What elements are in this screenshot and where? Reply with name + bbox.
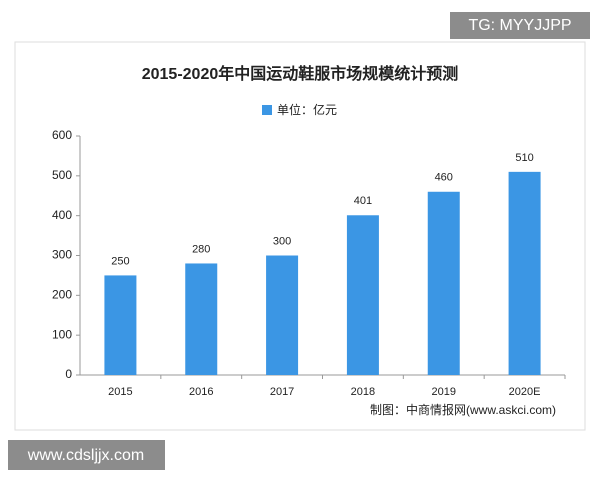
bar [427,191,460,375]
value-label: 300 [273,235,291,247]
y-tick-label: 0 [65,367,72,381]
x-tick-label: 2020E [509,386,541,398]
chart-frame [14,41,586,431]
x-tick-label: 2016 [189,386,213,398]
y-tick-label: 200 [52,288,72,302]
bar [104,275,137,375]
chart-title: 2015-2020年中国运动鞋服市场规模统计预测 [142,64,459,83]
bar [508,171,541,375]
x-tick-label: 2015 [108,386,132,398]
x-tick-label: 2019 [432,386,456,398]
value-label: 401 [354,195,372,207]
overlay-text: TG: MYYJJPP [468,17,571,34]
legend-label: 单位：亿元 [277,102,337,117]
value-label: 280 [192,243,210,255]
bar [346,215,379,375]
overlay-box [450,12,590,39]
value-label: 460 [435,172,453,184]
y-tick-label: 300 [52,248,72,262]
y-tick-label: 400 [52,208,72,222]
bar [266,255,299,375]
overlay-box [8,440,165,470]
x-tick-label: 2017 [270,386,294,398]
value-label: 510 [515,152,533,164]
source: 制图：中商情报网(www.askci.com) [370,402,556,417]
value-label: 250 [111,255,129,267]
overlay-text: www.cdsljjx.com [27,447,144,464]
x-tick-label: 2018 [351,386,375,398]
bar [185,263,218,375]
y-tick-label: 600 [52,128,72,142]
legend-swatch [262,105,272,115]
y-tick-label: 500 [52,168,72,182]
y-tick-label: 100 [52,327,72,341]
